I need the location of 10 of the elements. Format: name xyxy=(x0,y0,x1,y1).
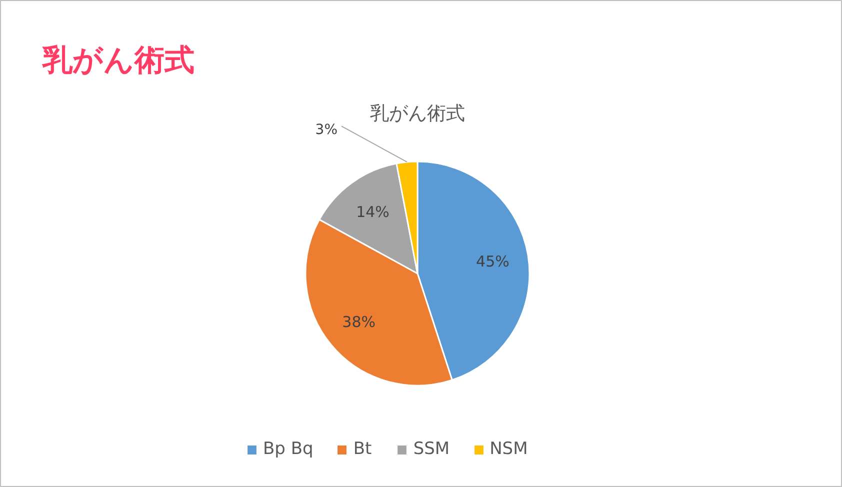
legend-label: Bt xyxy=(353,439,373,459)
chart-title: 乳がん術式 xyxy=(42,43,194,78)
data-label: 3% xyxy=(315,122,338,138)
legend-label: SSM xyxy=(413,439,450,459)
data-label: 45% xyxy=(476,252,510,271)
chart-subtitle: 乳がん術式 xyxy=(370,102,465,124)
data-label: 38% xyxy=(342,313,376,332)
legend-label: NSM xyxy=(490,439,528,459)
legend-label: Bp Bq xyxy=(263,439,314,459)
data-label: 14% xyxy=(356,202,390,221)
